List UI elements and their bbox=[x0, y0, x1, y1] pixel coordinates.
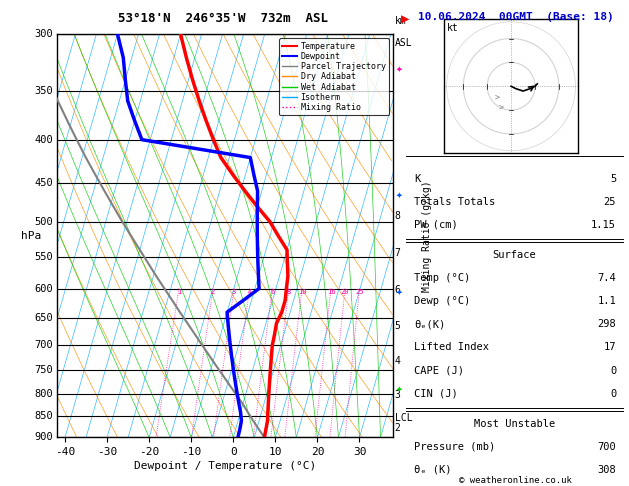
Text: 4: 4 bbox=[247, 289, 252, 295]
Text: 700: 700 bbox=[598, 442, 616, 452]
Text: 10: 10 bbox=[298, 289, 306, 295]
Text: 10.06.2024  00GMT  (Base: 18): 10.06.2024 00GMT (Base: 18) bbox=[418, 12, 614, 22]
Text: 0: 0 bbox=[610, 365, 616, 376]
Text: >: > bbox=[494, 94, 499, 103]
Text: 900: 900 bbox=[35, 433, 53, 442]
Text: ▶: ▶ bbox=[401, 12, 409, 26]
Text: Temp (°C): Temp (°C) bbox=[415, 273, 470, 283]
Text: 8: 8 bbox=[287, 289, 291, 295]
Text: Surface: Surface bbox=[493, 250, 536, 260]
Text: 6: 6 bbox=[270, 289, 274, 295]
Text: 3: 3 bbox=[232, 289, 237, 295]
Text: 450: 450 bbox=[35, 178, 53, 188]
Text: 5: 5 bbox=[395, 321, 401, 331]
Text: 298: 298 bbox=[598, 319, 616, 330]
Text: 750: 750 bbox=[35, 365, 53, 376]
Text: θₑ(K): θₑ(K) bbox=[415, 319, 445, 330]
Text: Pressure (mb): Pressure (mb) bbox=[415, 442, 496, 452]
Text: LCL: LCL bbox=[395, 413, 413, 423]
Text: 20: 20 bbox=[341, 289, 349, 295]
Text: Totals Totals: Totals Totals bbox=[415, 197, 496, 207]
Text: 17: 17 bbox=[604, 343, 616, 352]
Text: 0: 0 bbox=[610, 389, 616, 399]
Text: Mixing Ratio (g/kg): Mixing Ratio (g/kg) bbox=[422, 180, 431, 292]
Text: 8: 8 bbox=[395, 210, 401, 221]
Text: 650: 650 bbox=[35, 313, 53, 323]
Text: 2: 2 bbox=[211, 289, 215, 295]
Text: 500: 500 bbox=[35, 217, 53, 226]
Text: Lifted Index: Lifted Index bbox=[415, 343, 489, 352]
Text: ASL: ASL bbox=[395, 38, 413, 48]
Text: K: K bbox=[415, 174, 421, 184]
Text: Dewp (°C): Dewp (°C) bbox=[415, 296, 470, 306]
Text: 3: 3 bbox=[395, 390, 401, 399]
Text: 850: 850 bbox=[35, 412, 53, 421]
Text: 400: 400 bbox=[35, 135, 53, 145]
Text: 25: 25 bbox=[604, 197, 616, 207]
Text: 1.1: 1.1 bbox=[598, 296, 616, 306]
Text: ✦: ✦ bbox=[396, 190, 402, 199]
Text: 308: 308 bbox=[598, 465, 616, 475]
Text: kt: kt bbox=[447, 23, 459, 34]
Text: km: km bbox=[395, 16, 406, 26]
Text: 1.15: 1.15 bbox=[591, 220, 616, 230]
Text: 2: 2 bbox=[395, 423, 401, 434]
Text: 4: 4 bbox=[395, 356, 401, 365]
Text: 1: 1 bbox=[177, 289, 181, 295]
Text: ✦: ✦ bbox=[396, 287, 402, 296]
Text: 7.4: 7.4 bbox=[598, 273, 616, 283]
Text: >: > bbox=[499, 103, 504, 112]
Text: 300: 300 bbox=[35, 29, 53, 39]
Text: Most Unstable: Most Unstable bbox=[474, 419, 555, 429]
Text: 700: 700 bbox=[35, 340, 53, 350]
Text: PW (cm): PW (cm) bbox=[415, 220, 458, 230]
Text: 25: 25 bbox=[355, 289, 364, 295]
Text: 6: 6 bbox=[395, 285, 401, 295]
Text: hPa: hPa bbox=[21, 231, 42, 241]
Text: θₑ (K): θₑ (K) bbox=[415, 465, 452, 475]
Text: 800: 800 bbox=[35, 389, 53, 399]
Text: 550: 550 bbox=[35, 252, 53, 261]
Legend: Temperature, Dewpoint, Parcel Trajectory, Dry Adiabat, Wet Adiabat, Isotherm, Mi: Temperature, Dewpoint, Parcel Trajectory… bbox=[279, 38, 389, 115]
Text: 7: 7 bbox=[395, 248, 401, 258]
Text: 16: 16 bbox=[326, 289, 335, 295]
Text: ✦: ✦ bbox=[396, 63, 402, 73]
Text: 5: 5 bbox=[610, 174, 616, 184]
Text: ✦: ✦ bbox=[396, 384, 402, 394]
Text: CAPE (J): CAPE (J) bbox=[415, 365, 464, 376]
Text: © weatheronline.co.uk: © weatheronline.co.uk bbox=[459, 476, 572, 485]
Text: CIN (J): CIN (J) bbox=[415, 389, 458, 399]
Text: 600: 600 bbox=[35, 283, 53, 294]
Text: 53°18'N  246°35'W  732m  ASL: 53°18'N 246°35'W 732m ASL bbox=[118, 12, 328, 25]
X-axis label: Dewpoint / Temperature (°C): Dewpoint / Temperature (°C) bbox=[134, 461, 316, 471]
Text: 350: 350 bbox=[35, 86, 53, 96]
